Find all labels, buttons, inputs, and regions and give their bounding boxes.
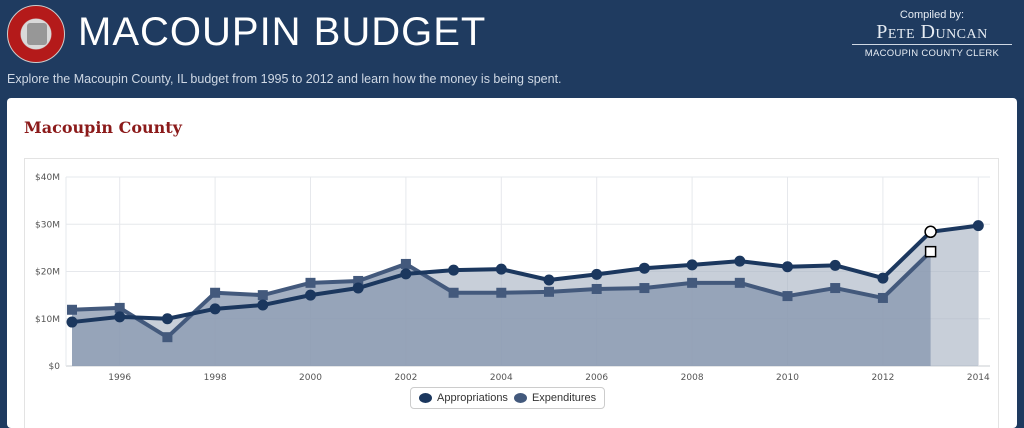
- legend-swatch-icon: [419, 393, 432, 403]
- card-title: Macoupin County: [24, 118, 182, 137]
- chart-card: Macoupin County Appropriations Expenditur…: [7, 98, 1017, 428]
- county-seal-icon[interactable]: [7, 5, 65, 63]
- chart-frame: [24, 158, 999, 428]
- compiled-by-block: Compiled by: Pete Duncan MACOUPIN COUNTY…: [852, 9, 1012, 59]
- legend-item-expenditures[interactable]: Expenditures: [513, 392, 597, 404]
- app-title: MACOUPIN BUDGET: [78, 10, 487, 54]
- site-subtitle: Explore the Macoupin County, IL budget f…: [7, 72, 562, 86]
- legend-item-appropriations[interactable]: Appropriations: [419, 392, 508, 404]
- chart-legend: Appropriations Expenditures: [410, 387, 606, 409]
- compiler-role: MACOUPIN COUNTY CLERK: [864, 48, 1000, 59]
- legend-swatch-icon: [513, 393, 527, 403]
- legend-label: Appropriations: [437, 392, 508, 404]
- legend-label: Expenditures: [531, 392, 597, 404]
- site-header: MACOUPIN BUDGET Explore the Macoupin Cou…: [0, 0, 1024, 98]
- compiled-by-label: Compiled by:: [899, 9, 965, 21]
- compiler-name: Pete Duncan: [852, 21, 1012, 45]
